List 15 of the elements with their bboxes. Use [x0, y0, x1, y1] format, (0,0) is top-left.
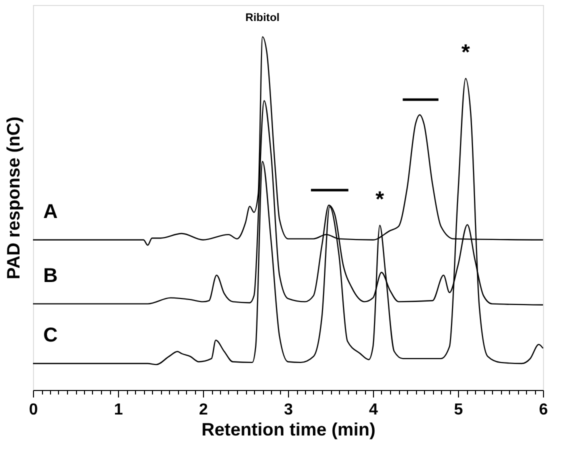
x-tick-label: 3	[284, 402, 294, 418]
y-axis-title: PAD response (nC)	[4, 116, 24, 280]
series-label: C	[43, 324, 58, 347]
x-tick-label: 1	[114, 402, 124, 418]
x-axis-title: Retention time (min)	[202, 420, 376, 440]
annotation: *	[461, 39, 470, 64]
x-tick-label: 6	[539, 402, 548, 418]
x-tick-label: 4	[369, 402, 378, 418]
x-tick-label: 5	[454, 402, 464, 418]
annotation: Ribitol	[245, 12, 280, 24]
x-tick-label: 0	[29, 402, 38, 418]
annotation: *	[376, 186, 385, 212]
x-tick-label: 2	[199, 402, 208, 418]
series-label: B	[43, 264, 58, 287]
series-label: A	[43, 200, 58, 223]
